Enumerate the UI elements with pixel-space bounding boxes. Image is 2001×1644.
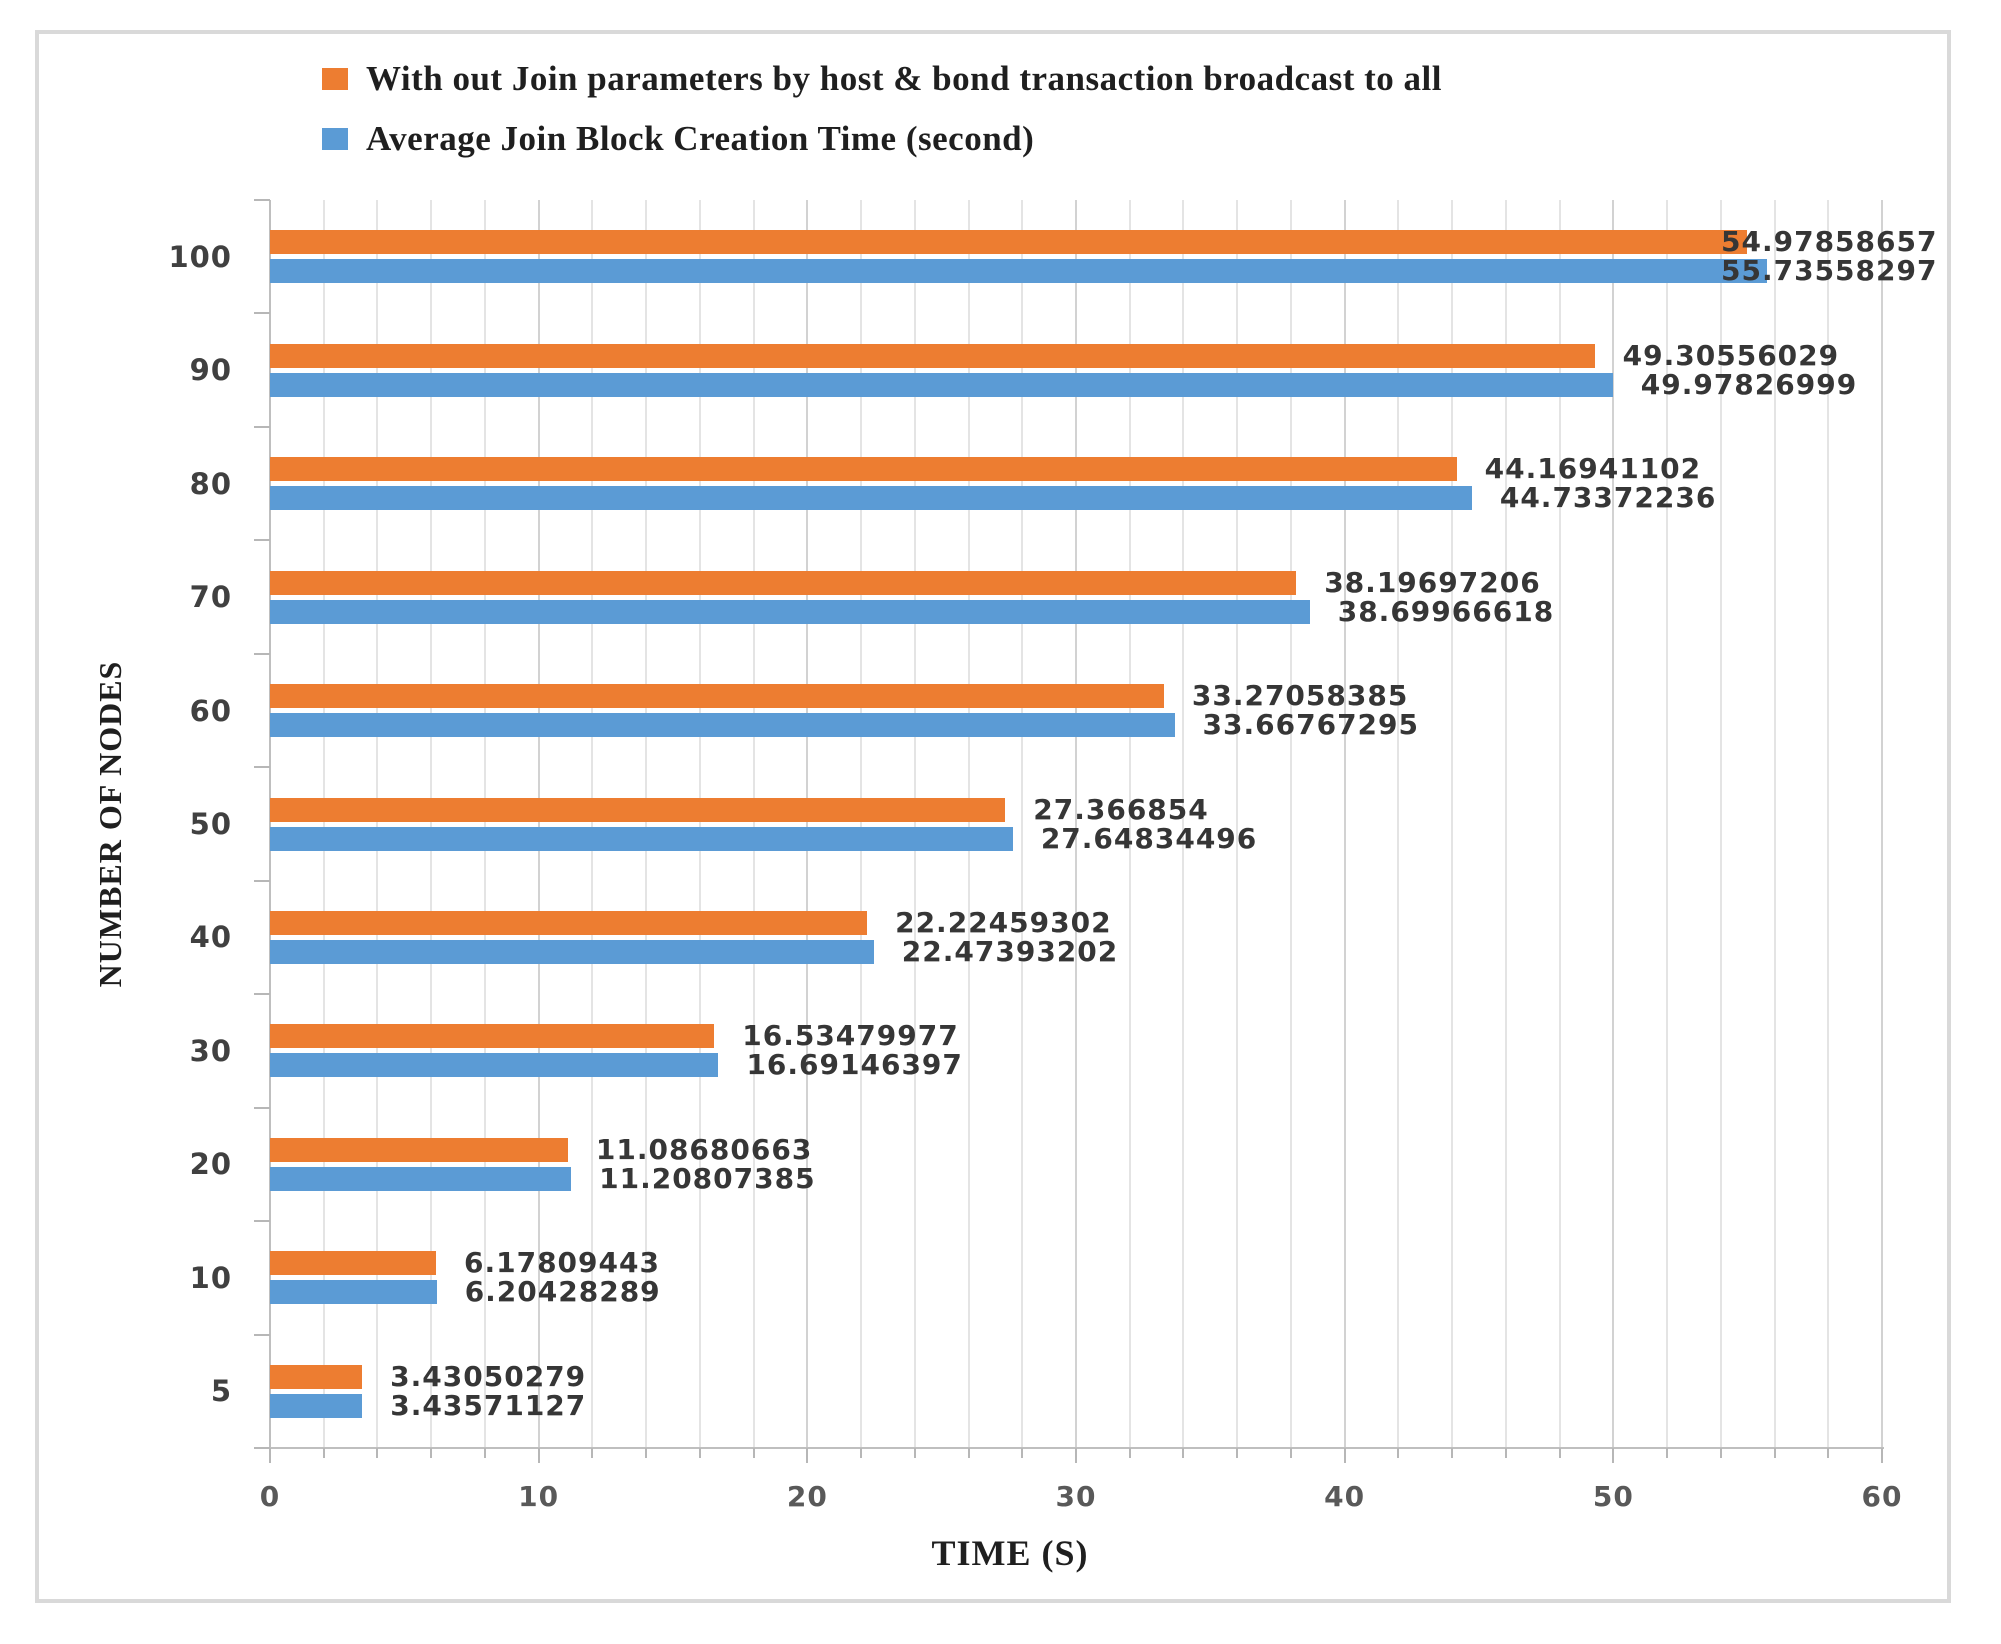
legend-item: Average Join Block Creation Time (second… <box>322 116 1442 162</box>
legend-label-series-1: With out Join parameters by host & bond … <box>366 59 1442 98</box>
legend-label-series-2: Average Join Block Creation Time (second… <box>366 119 1035 158</box>
x-axis-title: TIME (S) <box>931 1533 1089 1573</box>
legend-item: With out Join parameters by host & bond … <box>322 56 1442 102</box>
legend-swatch-blue-icon <box>322 128 348 150</box>
figure-border <box>35 30 1951 1603</box>
legend: With out Join parameters by host & bond … <box>322 56 1442 176</box>
legend-swatch-orange-icon <box>322 68 348 90</box>
y-axis-title: NUMBER OF NODES <box>92 660 128 988</box>
